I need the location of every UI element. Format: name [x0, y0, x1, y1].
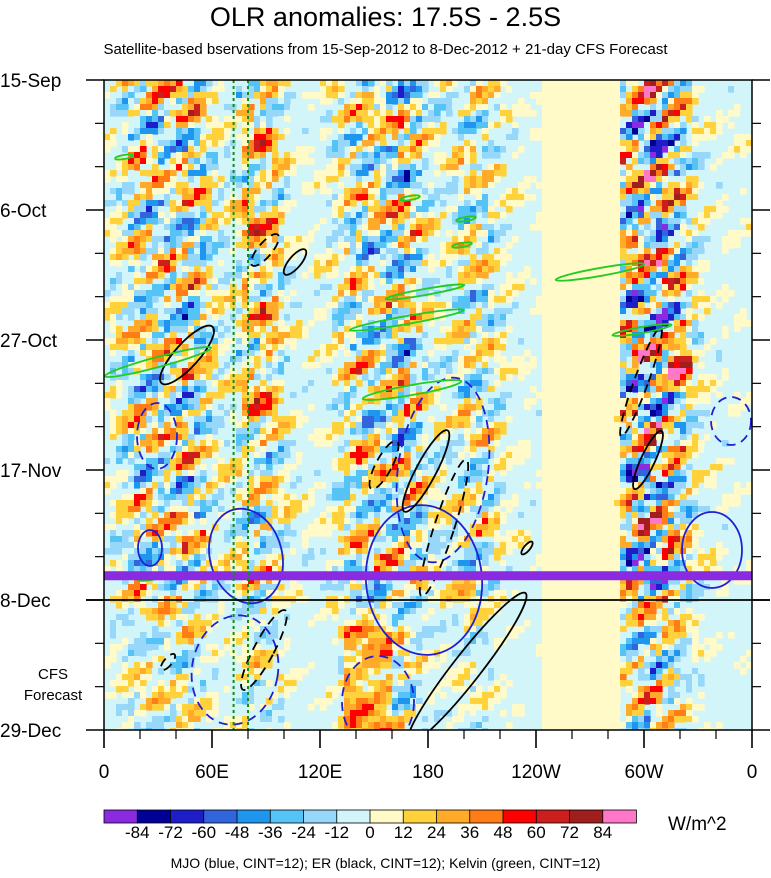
er-contour: [632, 429, 664, 491]
kelvin-contour: [348, 308, 466, 332]
y-tick-label: 15-Sep: [0, 71, 61, 92]
colorbar-swatch: [469, 809, 504, 824]
plot-overlays: [86, 80, 770, 730]
mjo-contour: [190, 614, 280, 726]
colorbar-swatch: [336, 809, 371, 824]
y-tick-label: 17-Nov: [0, 461, 62, 482]
colorbar-label: 12: [394, 823, 413, 842]
colorbar-swatch: [236, 809, 272, 824]
colorbar-label: -12: [324, 823, 349, 842]
x-tick-label: 0: [99, 762, 110, 783]
mjo-contour: [208, 507, 284, 605]
er-contour: [619, 326, 663, 438]
mjo-contour: [137, 529, 163, 567]
kelvin-contour: [384, 283, 466, 301]
colorbar-swatch: [436, 809, 471, 824]
er-contour: [418, 458, 470, 598]
er-contour: [368, 439, 400, 491]
missing-data-band: [104, 571, 752, 581]
er-contour: [240, 609, 288, 691]
colorbar: -84 -72 -60 -48 -36 -24 -12 0 12 24 36 48 60 72 84: [103, 809, 637, 842]
colorbar-swatch: [369, 809, 405, 824]
colorbar-label: 36: [460, 823, 479, 842]
colorbar-label: 72: [560, 823, 579, 842]
x-tick-label: 60W: [624, 762, 663, 783]
mjo-contour: [681, 511, 743, 589]
colorbar-label: -72: [158, 823, 183, 842]
colorbar-label: -48: [225, 823, 250, 842]
colorbar-label: 48: [494, 823, 513, 842]
y-tick-label: 8-Dec: [0, 591, 51, 612]
y-tick-label: 29-Dec: [0, 721, 61, 742]
chart-title: OLR anomalies: 17.5S - 2.5S: [209, 2, 562, 32]
colorbar-label: -24: [291, 823, 316, 842]
colorbar-swatch: [136, 809, 172, 824]
mjo-contour: [710, 396, 752, 446]
contour-footnote: MJO (blue, CINT=12); ER (black, CINT=12)…: [170, 855, 601, 871]
colorbar-swatch: [502, 809, 538, 824]
er-contour: [401, 429, 451, 513]
er-contour: [159, 653, 177, 671]
colorbar-swatch: [103, 809, 139, 824]
colorbar-label: 84: [593, 823, 612, 842]
er-contour: [282, 248, 308, 276]
forecast-label: CFS Forecast: [23, 666, 83, 704]
kelvin-contour: [114, 153, 134, 161]
x-tick-label: 60E: [195, 762, 229, 783]
x-tick-label: 180: [412, 762, 444, 783]
er-contour: [406, 591, 528, 730]
x-tick-label: 120W: [511, 762, 561, 783]
colorbar-label: 24: [427, 823, 446, 842]
mjo-contour: [341, 655, 415, 730]
colorbar-swatch: [269, 809, 305, 824]
colorbar-label: 0: [365, 823, 374, 842]
colorbar-swatch: [602, 809, 637, 824]
olr-anomaly-field: [104, 80, 752, 730]
kelvin-contour: [361, 379, 463, 401]
x-tick-label: 0: [747, 762, 758, 783]
er-contour: [250, 233, 280, 267]
colorbar-swatch: [402, 809, 438, 824]
x-tick-label: 120E: [298, 762, 342, 783]
kelvin-contour: [455, 215, 477, 223]
y-tick-label: 27-Oct: [0, 331, 58, 352]
colorbar-swatch: [170, 809, 205, 824]
y-tick-label: 6-Oct: [0, 201, 47, 222]
colorbar-units: W/m^2: [668, 814, 727, 835]
er-contour: [520, 540, 534, 556]
colorbar-swatch: [569, 809, 604, 824]
colorbar-label: -84: [125, 823, 150, 842]
colorbar-label: 60: [527, 823, 546, 842]
chart-subtitle: Satellite-based bservations from 15-Sep-…: [103, 41, 668, 58]
colorbar-label: -60: [191, 823, 216, 842]
kelvin-contour: [399, 194, 421, 202]
kelvin-contour: [554, 262, 646, 282]
axes: 15-Sep 6-Oct 27-Oct 17-Nov 8-Dec 29-Dec 0 60E 12…: [0, 71, 770, 783]
colorbar-swatch: [203, 809, 238, 824]
wave-contours: [104, 153, 752, 730]
er-contour: [159, 324, 215, 386]
kelvin-contour: [611, 323, 673, 337]
colorbar-swatch: [303, 809, 338, 824]
mjo-contour: [395, 376, 491, 564]
kelvin-contour: [451, 241, 473, 249]
colorbar-label: -36: [258, 823, 283, 842]
colorbar-swatch: [535, 809, 571, 824]
mjo-contour: [136, 402, 178, 470]
kelvin-contour: [104, 346, 213, 378]
